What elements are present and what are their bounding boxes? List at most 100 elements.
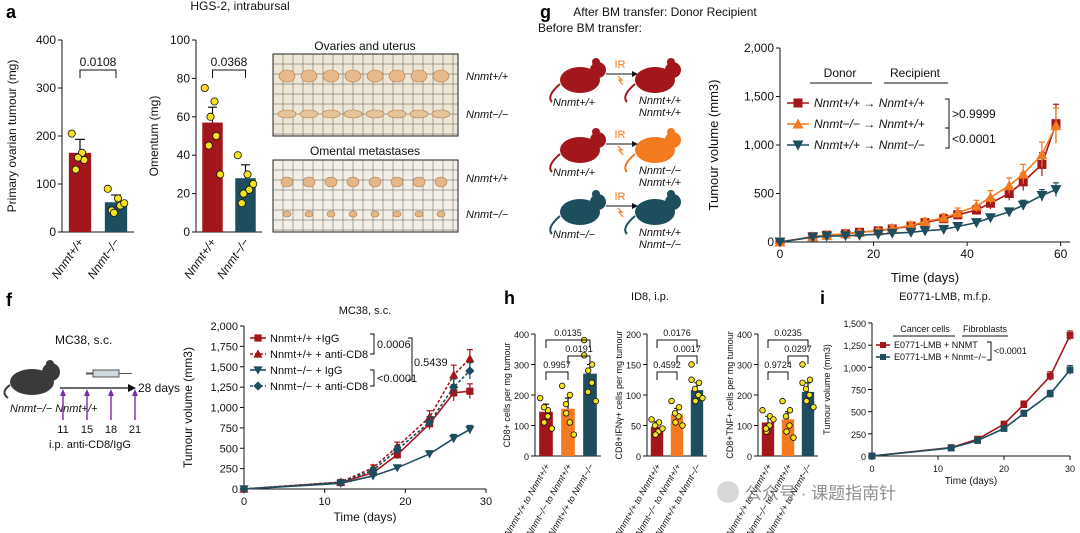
data-marker: [1050, 185, 1062, 196]
series: [774, 182, 1062, 248]
data-point: [566, 419, 574, 426]
data-point: [659, 425, 666, 432]
y-tick-label: 500: [754, 187, 774, 201]
data-marker: [905, 220, 917, 231]
y-tick-label: 1,000: [210, 403, 238, 415]
significance-bracket: [212, 69, 246, 78]
data-point: [237, 199, 246, 208]
days-label: 28 days: [138, 381, 180, 395]
legend-label: Nnmt+/+ +IgG: [270, 333, 339, 345]
y-tick-label: 100: [737, 422, 752, 432]
specimen: [277, 109, 297, 119]
ovaries-photo-panel: Ovaries and uterus Nnmt+/+ Nnmt−/− Oment…: [272, 39, 509, 233]
omental-photo-grid: [273, 160, 458, 232]
data-point: [74, 153, 83, 162]
data-point: [651, 422, 659, 429]
specimen: [432, 69, 450, 83]
data-point: [212, 131, 221, 140]
mouse-genotype-label: Nnmt−/−: [553, 229, 596, 241]
p-value-label: 0.9957: [543, 360, 571, 370]
timeline-day-label: 11: [57, 424, 68, 436]
y-tick-label: 0: [524, 452, 529, 462]
data-point: [540, 419, 548, 426]
p-value-label: >0.9999: [952, 107, 996, 121]
y-tick-label: 0: [49, 225, 56, 239]
data-marker: [919, 226, 931, 237]
legend-donor-header: Donor: [824, 66, 857, 80]
timeline-day-label: 15: [81, 424, 93, 436]
y-tick-label: 300: [737, 361, 752, 371]
significance-bracket: [545, 371, 569, 380]
data-marker: [393, 451, 401, 459]
series-line: [243, 358, 471, 490]
data-point: [204, 141, 213, 150]
x-tick-label: 20: [999, 464, 1009, 474]
y-tick-label: 200: [514, 391, 529, 401]
data-marker: [880, 342, 886, 348]
y-tick-label: 400: [737, 330, 752, 340]
mouse-tail: [549, 83, 561, 103]
x-tick-label: 10: [319, 496, 331, 508]
y-tick-label: 0: [747, 452, 752, 462]
data-point: [679, 422, 686, 429]
significance-bracket: [767, 371, 789, 380]
series: [868, 330, 1074, 460]
data-marker: [1036, 149, 1048, 160]
mouse-head: [590, 62, 606, 78]
data-point: [806, 391, 813, 399]
legend-label: E0771-LMB + NNMT: [894, 340, 978, 350]
injection-arrow-head-icon: [84, 389, 90, 396]
mouse-tail: [549, 215, 561, 235]
data-point: [584, 367, 592, 374]
data-marker: [449, 434, 459, 444]
data-marker: [868, 452, 876, 460]
data-marker: [466, 387, 474, 395]
watermark: 公众号 · 课题指南针: [717, 481, 896, 503]
data-point: [114, 194, 123, 203]
data-point: [672, 419, 679, 426]
data-point: [799, 361, 806, 368]
data-marker: [424, 417, 435, 427]
chart-mc38-tumour-volume: 0 250 500 750 1,000 1,250 1,500 1,750 2,000 0 10 20…: [181, 305, 492, 524]
p-value-label: 0.9724: [764, 360, 792, 370]
bar: [583, 373, 597, 456]
mc38-mouse-label: Nnmt−/− Nnmt+/+: [10, 403, 98, 415]
data-marker: [952, 207, 964, 218]
omental-photo: [272, 159, 459, 233]
omental-title: Omental metastases: [310, 144, 420, 158]
bar: [690, 390, 704, 456]
data-marker: [449, 370, 459, 379]
data-point: [71, 165, 80, 174]
data-marker: [821, 231, 833, 242]
timeline-day-label: 21: [129, 424, 141, 436]
donor-genotype-label: Nnmt−/−: [639, 165, 682, 177]
category-label: Nnmt−/−: [214, 236, 252, 282]
y-tick-label: 1,250: [843, 341, 866, 351]
data-point: [799, 379, 806, 386]
data-point: [790, 434, 797, 441]
data-point: [770, 416, 777, 423]
y-axis-label: CD8+TNF+ cells per mg tumour: [725, 331, 735, 459]
specimen: [388, 69, 406, 83]
data-point: [548, 425, 556, 432]
data-marker: [792, 118, 804, 129]
donor-genotype-label: Nnmt+/+: [639, 227, 682, 239]
data-marker: [880, 354, 886, 360]
chart-primary-ovarian-tumour: 0 100 200 300 400 Primary ovarian tumour (mg)…: [5, 33, 134, 281]
mouse-body: [635, 199, 675, 225]
recipient-genotype-label: Nnmt+/+: [639, 177, 682, 189]
lightning-icon: [617, 145, 624, 156]
arrow-head-icon: [632, 203, 638, 209]
p-value-label: 0.0176: [663, 328, 691, 338]
category-label: Nnmt−/−: [85, 236, 123, 282]
category-label: Nnmt+/+: [49, 236, 87, 282]
y-axis-label: CD8+ cells per mg tumour: [502, 343, 512, 448]
syringe-icon: [86, 369, 132, 378]
p-value-label: 0.0191: [565, 344, 593, 354]
specimen: [299, 109, 319, 119]
data-marker: [1050, 120, 1062, 131]
data-marker: [253, 349, 263, 358]
specimen: [300, 69, 318, 83]
y-tick-label: 200: [36, 129, 56, 143]
